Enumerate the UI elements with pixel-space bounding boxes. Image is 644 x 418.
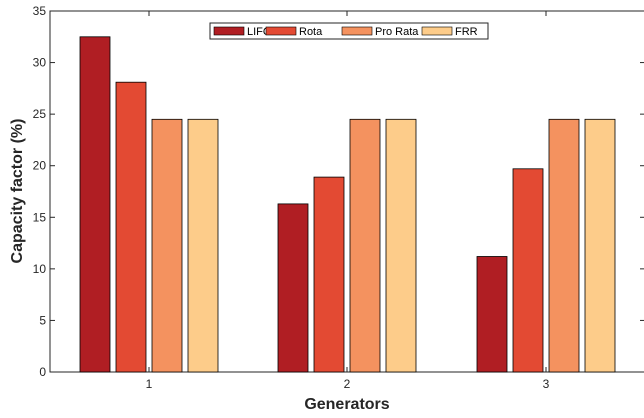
legend-swatch-rota (265, 26, 297, 36)
bar-frr-gen-1 (187, 118, 219, 373)
legend-swatch-pro-rata (341, 26, 373, 36)
y-tick-label: 15 (33, 210, 47, 224)
y-tick-label: 25 (33, 107, 47, 121)
plot-frame (49, 10, 644, 373)
bar-lifo-gen-2 (277, 203, 309, 373)
bar-lifo-gen-3 (476, 256, 508, 373)
bar-pro-rata-gen-2 (349, 118, 381, 373)
x-ticks-group: 1 2 3 (146, 11, 550, 391)
y-tick-label: 35 (33, 4, 47, 18)
y-axis-label: Capacity factor (%) (9, 119, 26, 264)
legend: LIFO Rota Pro Rata FRR (209, 22, 489, 40)
bars-group (79, 36, 616, 373)
legend-label-pro-rata: Pro Rata (375, 26, 419, 38)
legend-label-frr: FRR (455, 26, 478, 38)
bar-rota-gen-1 (115, 81, 147, 373)
bar-frr-gen-3 (584, 118, 616, 373)
y-tick-label: 20 (33, 159, 47, 173)
bar-frr-gen-2 (385, 118, 417, 373)
x-tick-label: 1 (146, 377, 153, 391)
y-tick-label: 10 (33, 262, 47, 276)
bar-lifo-gen-1 (79, 36, 111, 373)
y-ticks-group: 0 5 10 15 20 25 30 35 (33, 4, 644, 379)
bar-pro-rata-gen-1 (151, 118, 183, 373)
x-tick-label: 3 (543, 377, 550, 391)
y-tick-label: 30 (33, 56, 47, 70)
plot-area: 0 5 10 15 20 25 30 35 1 2 3 (33, 4, 644, 391)
legend-label-rota: Rota (299, 26, 323, 38)
bar-rota-gen-3 (512, 168, 544, 373)
legend-label-lifo: LIFO (247, 26, 272, 38)
bar-pro-rata-gen-3 (548, 118, 580, 373)
y-tick-label: 5 (39, 313, 46, 327)
legend-swatch-lifo (213, 26, 245, 36)
bar-rota-gen-2 (313, 176, 345, 373)
x-tick-label: 2 (344, 377, 351, 391)
y-tick-label: 0 (39, 365, 46, 379)
legend-swatch-frr (421, 26, 453, 36)
x-axis-label: Generators (304, 396, 389, 413)
